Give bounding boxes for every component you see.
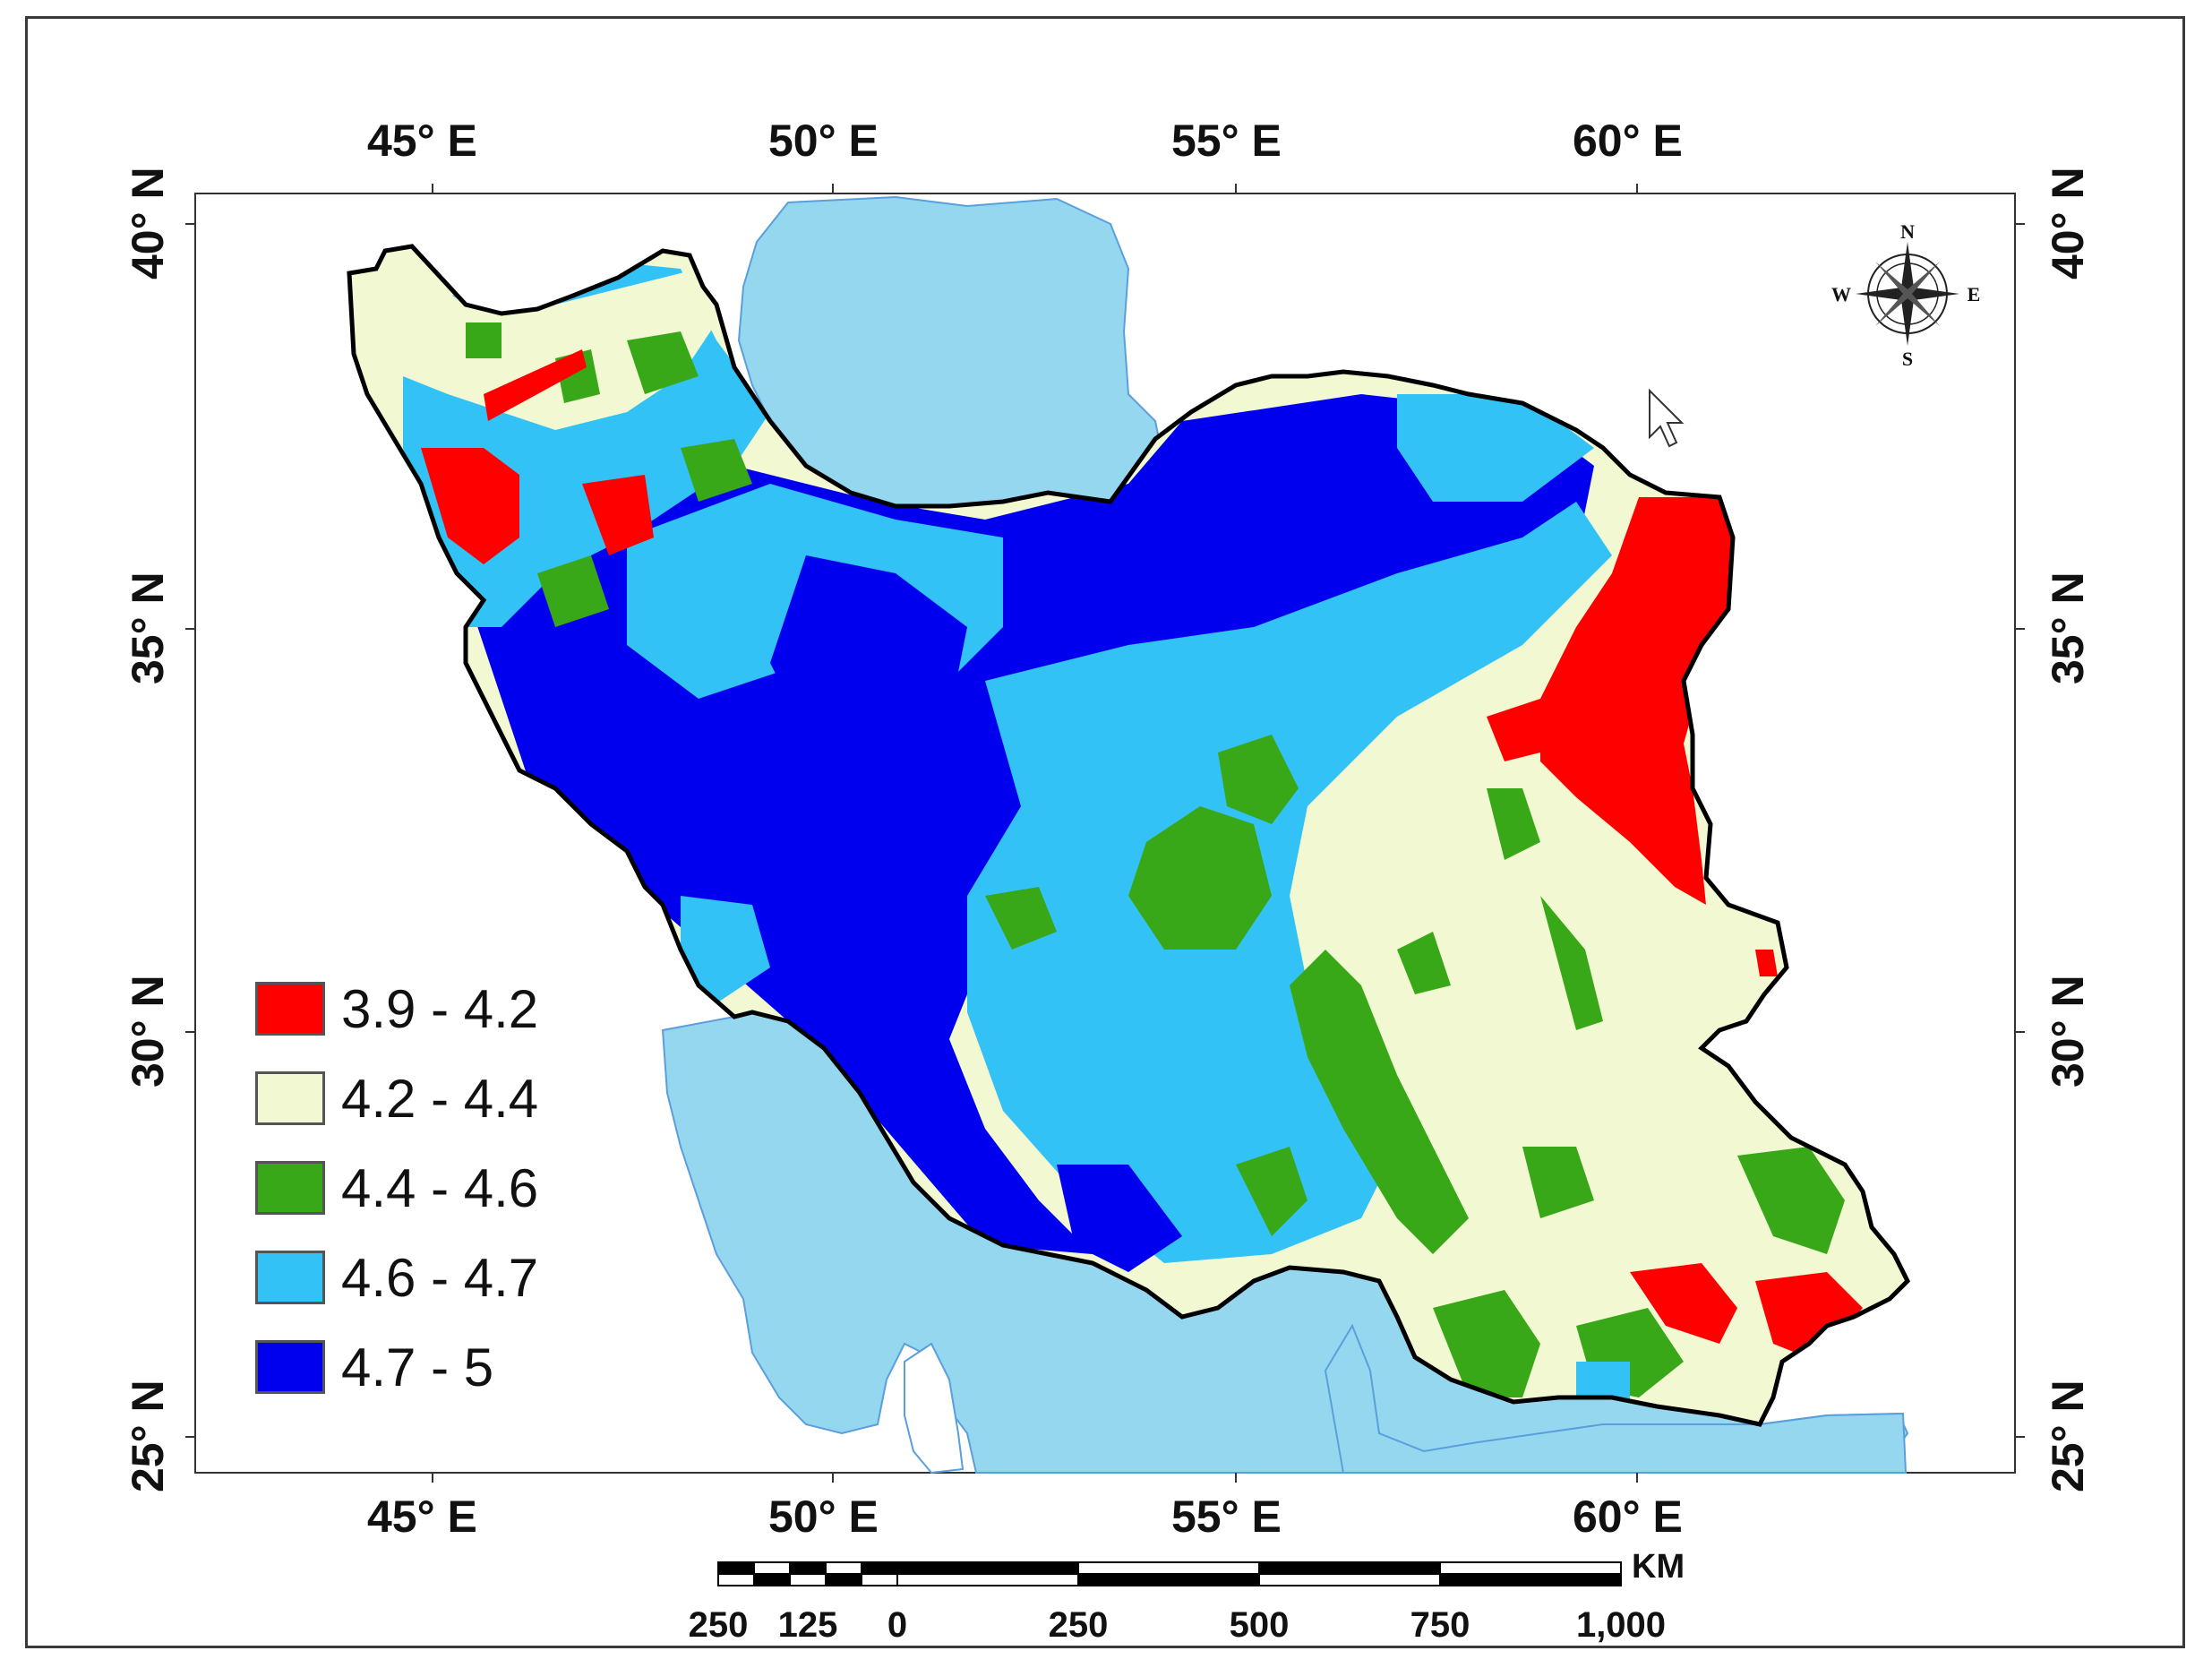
lat-label-right-40: 40° N <box>2043 167 2093 279</box>
compass-west-letter: W <box>1831 283 1851 305</box>
legend-swatch <box>255 982 325 1036</box>
lat-label-right-30: 30° N <box>2043 975 2093 1088</box>
scale-bar-label: 750 <box>1410 1605 1470 1645</box>
gulf-of-oman <box>1324 1323 1908 1474</box>
lon-label-bottom-50: 50° E <box>768 1492 879 1542</box>
scale-bar-label: 125 <box>777 1605 838 1645</box>
lon-label-top-45: 45° E <box>367 116 477 166</box>
lat-label-left-35: 35° N <box>123 572 173 684</box>
legend-label: 4.4 - 4.6 <box>341 1158 539 1218</box>
scale-bar-unit: KM <box>1632 1548 1685 1586</box>
iran-border <box>347 244 1911 1427</box>
scale-bar-label: 0 <box>887 1605 908 1645</box>
lon-label-bottom-45: 45° E <box>367 1492 477 1542</box>
legend-label: 4.6 - 4.7 <box>341 1248 539 1308</box>
north-arrow-icon: N S E W <box>1831 220 1980 370</box>
scale-bar-label: 500 <box>1229 1605 1290 1645</box>
scale-bar <box>717 1561 1622 1586</box>
lat-label-left-30: 30° N <box>123 975 173 1088</box>
lon-label-top-55: 55° E <box>1171 116 1282 166</box>
mouse-cursor-icon <box>1649 388 1685 448</box>
scale-bar-label: 1,000 <box>1575 1605 1667 1645</box>
lat-label-left-25: 25° N <box>123 1380 173 1492</box>
legend-swatch <box>255 1340 325 1394</box>
lat-label-right-25: 25° N <box>2043 1380 2093 1492</box>
lat-label-left-40: 40° N <box>123 167 173 279</box>
legend-label: 4.7 - 5 <box>341 1337 494 1397</box>
legend-swatch <box>255 1071 325 1125</box>
lat-label-right-35: 35° N <box>2043 572 2093 684</box>
compass-east-letter: E <box>1968 283 1981 305</box>
compass-north-letter: N <box>1900 220 1915 243</box>
map-frame <box>25 16 2185 1648</box>
legend-label: 4.2 - 4.4 <box>341 1069 539 1129</box>
legend-swatch <box>255 1251 325 1304</box>
water-bodies <box>661 195 1909 1475</box>
lon-label-bottom-60: 60° E <box>1573 1492 1683 1542</box>
graticule-ticks <box>185 184 2025 1483</box>
lon-label-top-50: 50° E <box>768 116 879 166</box>
qatar-peninsula <box>904 1342 965 1475</box>
lon-label-bottom-55: 55° E <box>1171 1492 1282 1542</box>
scale-bar-label: 250 <box>688 1605 749 1645</box>
lon-label-top-60: 60° E <box>1573 116 1683 166</box>
compass-south-letter: S <box>1902 348 1913 370</box>
scale-bar-label: 250 <box>1048 1605 1109 1645</box>
legend-label: 3.9 - 4.2 <box>341 979 539 1039</box>
legend-swatch <box>255 1161 325 1215</box>
